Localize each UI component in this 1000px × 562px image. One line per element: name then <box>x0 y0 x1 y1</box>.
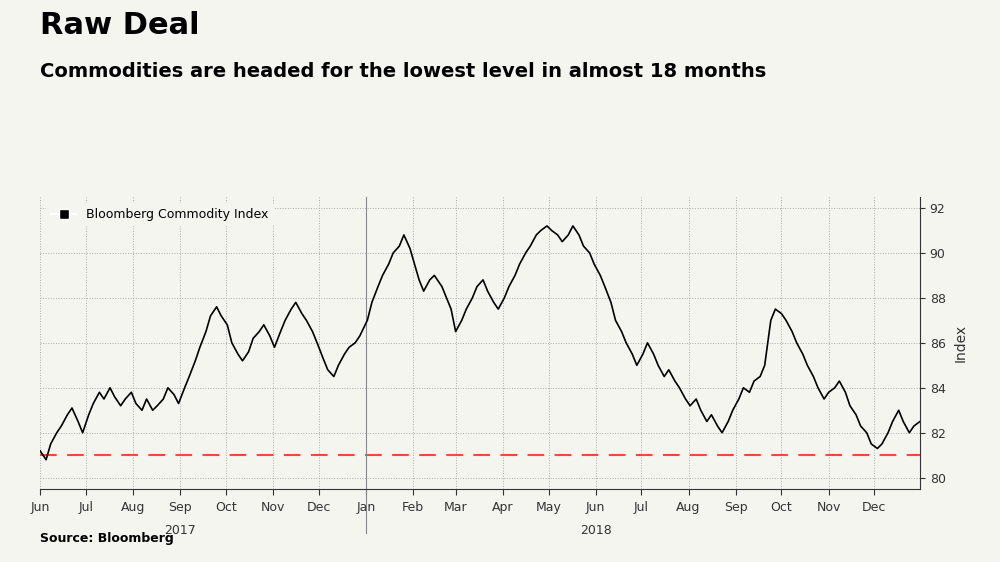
Y-axis label: Index: Index <box>954 324 968 362</box>
Text: Raw Deal: Raw Deal <box>40 11 200 40</box>
Text: Commodities are headed for the lowest level in almost 18 months: Commodities are headed for the lowest le… <box>40 62 766 81</box>
Text: 2018: 2018 <box>580 524 612 537</box>
Legend: Bloomberg Commodity Index: Bloomberg Commodity Index <box>46 203 274 226</box>
Text: Source: Bloomberg: Source: Bloomberg <box>40 532 174 545</box>
Text: 2017: 2017 <box>164 524 196 537</box>
